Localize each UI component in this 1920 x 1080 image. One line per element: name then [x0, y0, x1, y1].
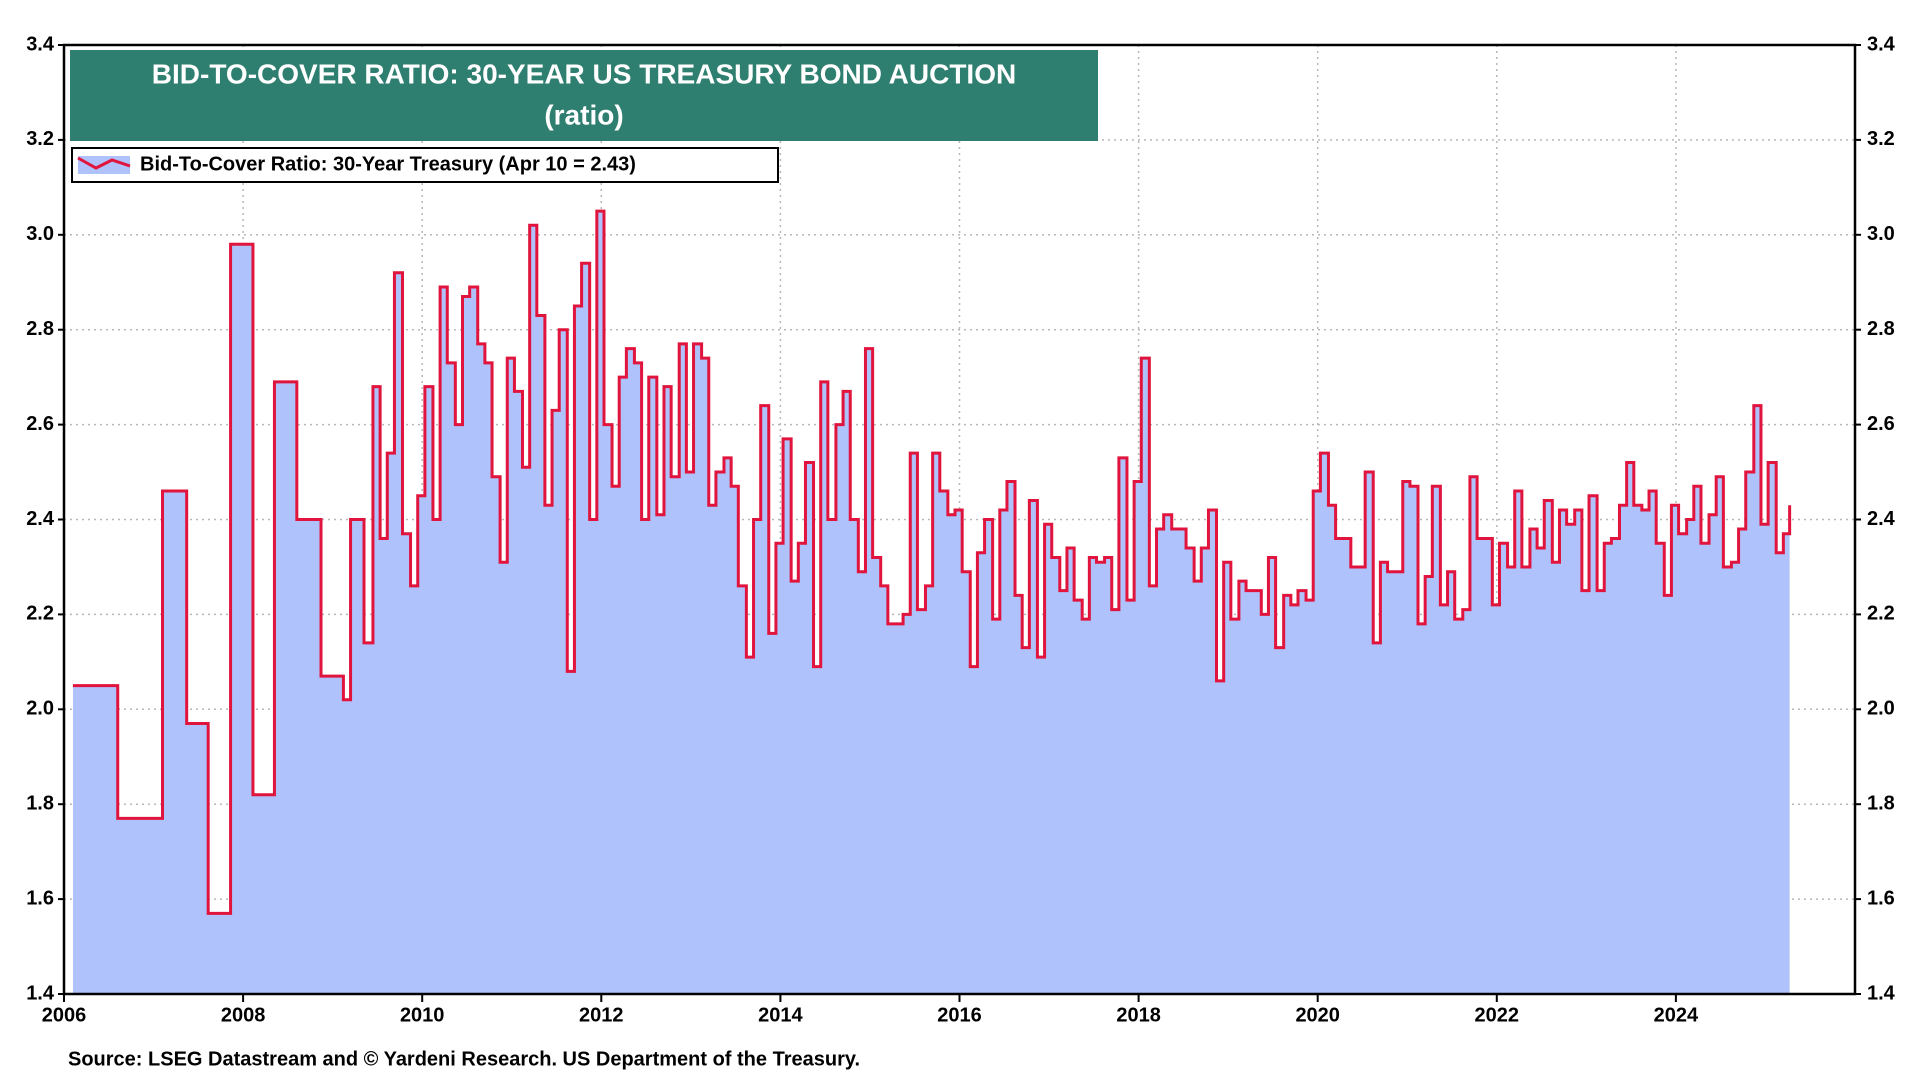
x-tick-label: 2010 [400, 1004, 445, 1026]
chart-title: BID-TO-COVER RATIO: 30-YEAR US TREASURY … [152, 58, 1016, 89]
y-tick-label: 2.4 [26, 508, 55, 530]
x-tick-label: 2012 [579, 1004, 624, 1026]
line [72, 209, 1792, 915]
y2-tick-label: 3.4 [1867, 33, 1896, 55]
y2-tick-label: 2.4 [1867, 508, 1896, 530]
y-tick-label: 2.8 [26, 318, 54, 340]
y-tick-label: 2.6 [26, 413, 54, 435]
y2-tick-label: 2.6 [1867, 413, 1895, 435]
source-note: Source: LSEG Datastream and © Yardeni Re… [68, 1048, 860, 1070]
legend: Bid-To-Cover Ratio: 30-Year Treasury (Ap… [71, 147, 779, 183]
title-box [70, 50, 1098, 141]
x-tick-label: 2024 [1654, 1004, 1699, 1026]
x-tick-label: 2020 [1295, 1004, 1340, 1026]
y2-tick-label: 2.0 [1867, 698, 1895, 720]
y2-tick-label: 2.2 [1867, 603, 1895, 625]
y2-tick-label: 1.8 [1867, 792, 1895, 814]
chart-subtitle: (ratio) [544, 99, 623, 130]
y-tick-label: 3.4 [26, 33, 55, 55]
x-tick-label: 2022 [1475, 1004, 1520, 1026]
x-tick-label: 2016 [937, 1004, 982, 1026]
axes: 1.4 1.4 1.6 1.6 1.8 1.8 2.0 2.0 2.2 2.2 2.4 2.4 2.6 2… [26, 33, 1895, 1026]
y-tick-label: 3.0 [26, 223, 54, 245]
y-tick-label: 1.6 [26, 887, 54, 909]
y-tick-label: 3.2 [26, 128, 54, 150]
y-tick-label: 1.4 [26, 982, 55, 1004]
y2-tick-label: 1.6 [1867, 887, 1895, 909]
y2-tick-label: 3.0 [1867, 223, 1895, 245]
plot-frame [62, 43, 1857, 996]
x-tick-label: 2008 [221, 1004, 266, 1026]
y-tick-label: 2.2 [26, 603, 54, 625]
legend-line [77, 156, 131, 170]
x-tick-label: 2006 [42, 1004, 87, 1026]
x-tick-label: 2018 [1116, 1004, 1161, 1026]
y-tick-label: 2.0 [26, 698, 54, 720]
y2-tick-label: 1.4 [1867, 982, 1896, 1004]
x-tick-label: 2014 [758, 1004, 803, 1026]
area [72, 211, 1790, 994]
y2-tick-label: 3.2 [1867, 128, 1895, 150]
marks [72, 209, 1792, 994]
legend-label: Bid-To-Cover Ratio: 30-Year Treasury (Ap… [140, 153, 636, 175]
legend-box [71, 147, 779, 183]
y2-tick-label: 2.8 [1867, 318, 1895, 340]
y-tick-label: 1.8 [26, 792, 54, 814]
